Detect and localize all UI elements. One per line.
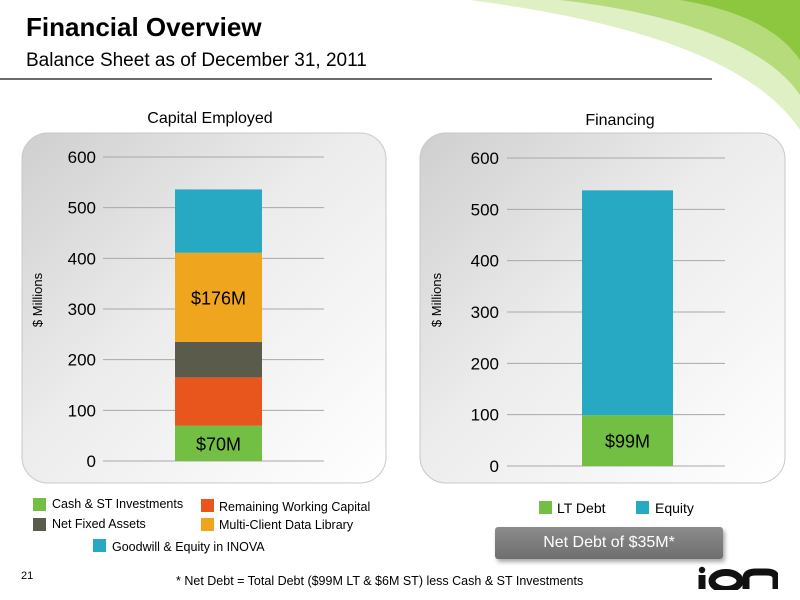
- legend-label-working-capital: Remaining Working Capital: [219, 500, 371, 514]
- legend-label-cash: Cash & ST Investments: [52, 497, 184, 511]
- legend-label-fixed-assets: Net Fixed Assets: [52, 517, 146, 531]
- legend-swatch-data-library: [201, 518, 214, 531]
- legend-swatch-cash: [33, 498, 46, 511]
- financing-ytick-label: 0: [490, 457, 499, 476]
- capital-employed-bar-segment: [175, 189, 262, 253]
- legend-swatch-goodwill: [93, 539, 106, 552]
- capital-employed-data-label: $70M: [196, 434, 241, 454]
- legend-label-data-library: Multi-Client Data Library: [219, 518, 354, 532]
- financing-ytick-label: 300: [471, 303, 499, 322]
- financing-data-label: $99M: [605, 432, 650, 452]
- capital-employed-bar-segment: [175, 341, 262, 378]
- financing-bar-segment: [582, 415, 673, 466]
- capital-employed-bar-segment: [175, 377, 262, 426]
- capital-employed-title: Capital Employed: [147, 110, 273, 127]
- financing-ylabel: $ Millions: [429, 272, 444, 327]
- financing-ytick-label: 600: [471, 149, 499, 168]
- capital-employed-ytick-label: 500: [68, 199, 96, 218]
- financing-ytick-label: 500: [471, 200, 499, 219]
- footnote: * Net Debt = Total Debt ($99M LT & $6M S…: [176, 574, 584, 588]
- legend-swatch-fixed-assets: [33, 518, 46, 531]
- page-number: 21: [21, 570, 34, 582]
- financing-ytick-label: 400: [471, 252, 499, 271]
- capital-employed-ytick-label: 400: [68, 249, 96, 268]
- capital-employed-ytick-label: 0: [87, 452, 96, 471]
- legend-label-goodwill: Goodwill & Equity in INOVA: [112, 540, 265, 554]
- page-subtitle: Balance Sheet as of December 31, 2011: [26, 50, 367, 71]
- legend-label-equity: Equity: [655, 500, 694, 516]
- capital-employed-ytick-label: 200: [68, 351, 96, 370]
- capital-employed-ytick-label: 300: [68, 300, 96, 319]
- page-title: Financial Overview: [26, 12, 262, 42]
- capital-employed-ytick-label: 600: [68, 148, 96, 167]
- capital-employed-bar-segment: [175, 252, 262, 342]
- legend-swatch-working-capital: [201, 499, 214, 512]
- financing-title: Financing: [585, 112, 655, 129]
- legend-swatch-equity: [636, 501, 649, 514]
- ion-logo: [698, 566, 778, 590]
- financing-bar-segment: [582, 190, 673, 416]
- title-divider: [0, 78, 712, 80]
- capital-employed-ylabel: $ Millions: [30, 272, 45, 327]
- financing-ytick-label: 100: [471, 406, 499, 425]
- net-debt-callout: Net Debt of $35M*: [495, 527, 723, 559]
- capital-employed-bar-segment: [175, 425, 262, 461]
- financing-ytick-label: 200: [471, 354, 499, 373]
- capital-employed-ytick-label: 100: [68, 401, 96, 420]
- legend-swatch-lt-debt: [539, 501, 552, 514]
- capital-employed-data-label: $176M: [191, 288, 246, 308]
- corner-swoosh-decoration: [470, 0, 800, 130]
- legend-label-lt-debt: LT Debt: [557, 500, 606, 516]
